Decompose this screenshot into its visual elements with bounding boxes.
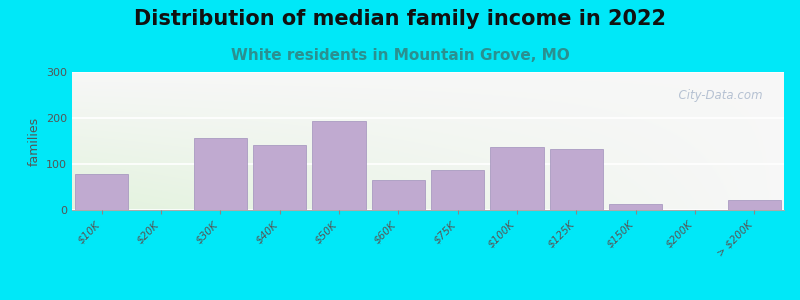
Bar [312,121,366,210]
Bar [431,170,484,210]
Bar [253,145,306,210]
Text: Distribution of median family income in 2022: Distribution of median family income in … [134,9,666,29]
Bar [728,200,781,210]
Bar [194,138,247,210]
Text: White residents in Mountain Grove, MO: White residents in Mountain Grove, MO [230,48,570,63]
Text: City-Data.com: City-Data.com [671,88,762,102]
Bar [550,149,603,210]
Y-axis label: families: families [27,116,41,166]
Bar [75,174,128,210]
Bar [609,204,662,210]
Bar [372,180,425,210]
Bar [490,147,544,210]
